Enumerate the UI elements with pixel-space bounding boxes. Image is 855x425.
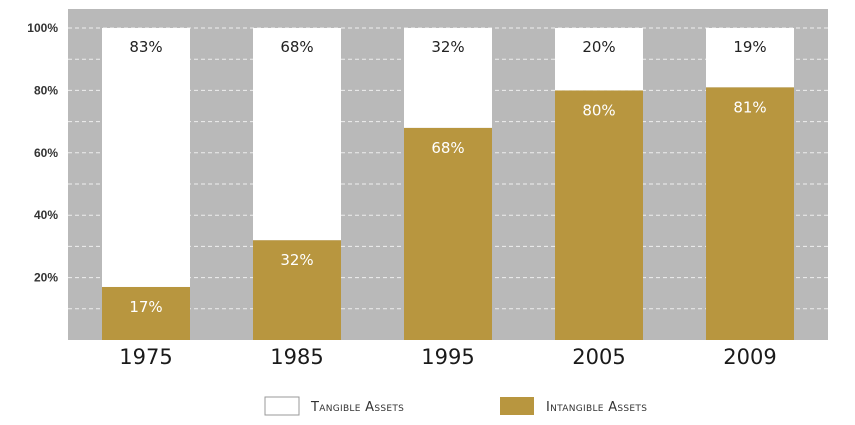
data-label-tangible-2009: 19% [733, 38, 766, 56]
data-label-intangible-1985: 32% [280, 251, 313, 269]
data-label-tangible-1985: 68% [280, 38, 313, 56]
legend-label-intangible: Intangible Assets [546, 400, 647, 415]
bar-tangible-1975 [102, 28, 190, 287]
x-tick-label-1995: 1995 [421, 345, 474, 369]
data-label-intangible-1975: 17% [129, 298, 162, 316]
y-tick-label: 40% [34, 208, 58, 222]
y-tick-label: 60% [34, 146, 58, 160]
y-tick-label: 20% [34, 271, 58, 285]
bar-intangible-2005 [555, 90, 643, 341]
bar-intangible-1985 [253, 240, 341, 340]
legend-swatch-intangible [500, 397, 534, 415]
legend-swatch-tangible [264, 396, 300, 416]
x-tick-label-2009: 2009 [723, 345, 776, 369]
bar-intangible-1975 [102, 286, 190, 340]
data-label-tangible-1995: 32% [431, 38, 464, 56]
bar-tangible-2005 [555, 28, 643, 91]
y-tick-label: 80% [34, 83, 58, 97]
x-tick-label-2005: 2005 [572, 345, 625, 369]
bar-intangible-2009 [706, 87, 794, 340]
x-tick-label-1975: 1975 [119, 345, 172, 369]
data-label-tangible-2005: 20% [582, 38, 615, 56]
bar-intangible-1995 [404, 127, 492, 340]
data-label-tangible-1975: 83% [129, 38, 162, 56]
data-label-intangible-1995: 68% [431, 139, 464, 157]
data-label-intangible-2005: 80% [582, 101, 615, 119]
bar-tangible-2009 [706, 28, 794, 88]
bar-tangible-1995 [404, 28, 492, 128]
bar-tangible-1985 [253, 28, 341, 241]
y-tick-label: 100% [27, 21, 58, 35]
data-label-intangible-2009: 81% [733, 98, 766, 116]
x-tick-label-1985: 1985 [270, 345, 323, 369]
legend-label-tangible: Tangible Assets [310, 400, 404, 415]
